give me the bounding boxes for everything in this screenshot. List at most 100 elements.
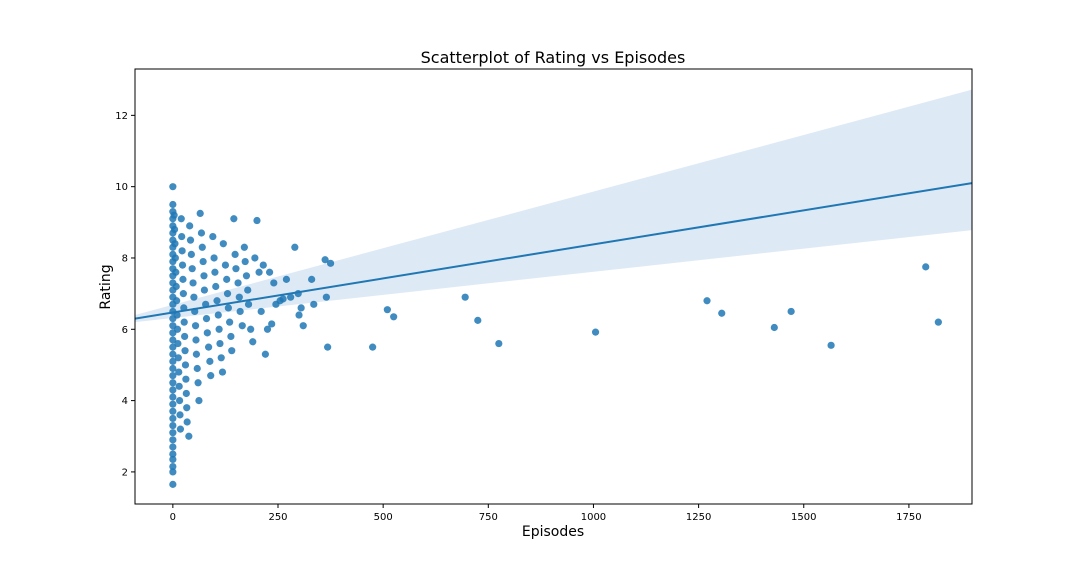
data-point	[182, 389, 190, 398]
data-point	[255, 268, 263, 276]
data-point	[221, 261, 230, 269]
data-point	[249, 338, 257, 346]
y-tick-label: 8	[122, 253, 128, 264]
data-point	[170, 211, 178, 219]
scatter-points	[169, 183, 942, 488]
data-point	[169, 393, 177, 401]
data-point	[169, 468, 177, 476]
plot-frame	[134, 68, 973, 505]
data-point	[251, 254, 259, 262]
data-point	[253, 216, 261, 225]
data-point	[175, 396, 184, 405]
data-point	[192, 350, 201, 358]
data-point	[718, 309, 726, 317]
data-point	[241, 257, 249, 266]
data-point	[257, 307, 265, 316]
data-point	[179, 275, 187, 283]
data-point	[169, 357, 177, 365]
data-point	[922, 263, 930, 271]
data-point	[279, 295, 287, 303]
data-point	[176, 411, 184, 419]
data-point	[591, 328, 600, 336]
data-point	[174, 339, 182, 348]
data-point	[173, 325, 182, 333]
data-point	[231, 250, 239, 259]
data-point	[211, 268, 219, 276]
y-axis-label: Rating	[98, 264, 114, 309]
data-point	[169, 421, 177, 430]
data-point	[235, 293, 243, 301]
data-point	[297, 304, 305, 312]
data-point	[183, 404, 191, 412]
data-point	[223, 290, 232, 298]
data-point	[263, 325, 272, 333]
data-point	[827, 341, 835, 349]
data-point	[247, 325, 255, 333]
data-point	[180, 318, 188, 326]
x-tick-label: 0	[170, 512, 176, 523]
y-tick-label: 12	[115, 111, 128, 122]
data-point	[224, 304, 232, 312]
data-point	[190, 293, 198, 301]
data-point	[214, 311, 222, 319]
data-point	[322, 293, 330, 301]
data-point	[206, 357, 214, 365]
x-tick-label: 1250	[686, 512, 711, 523]
data-point	[169, 372, 177, 380]
regression-line	[135, 182, 972, 320]
data-point	[191, 322, 200, 330]
y-tick-label: 10	[115, 182, 128, 193]
data-point	[291, 243, 299, 251]
data-point	[244, 286, 252, 294]
data-point	[287, 293, 295, 301]
data-point	[171, 254, 179, 262]
data-point	[169, 200, 177, 209]
data-point	[261, 350, 269, 358]
data-point	[495, 339, 503, 348]
data-point	[178, 247, 186, 255]
data-point	[181, 347, 189, 355]
data-point	[205, 343, 213, 351]
data-point	[230, 215, 238, 223]
data-point	[198, 243, 206, 251]
x-axis-label: Episodes	[522, 524, 584, 540]
x-tick-label: 1000	[581, 512, 606, 523]
data-point	[172, 268, 180, 276]
data-point	[172, 282, 180, 291]
data-point	[308, 275, 316, 283]
data-point	[169, 462, 177, 471]
data-point	[240, 243, 248, 251]
data-point	[236, 307, 244, 316]
data-point	[197, 229, 206, 237]
data-point	[203, 329, 211, 337]
data-point	[461, 293, 469, 301]
data-point	[195, 396, 203, 405]
data-point	[217, 354, 225, 362]
x-tick-label: 750	[479, 512, 498, 523]
x-tick-label: 1750	[896, 512, 921, 523]
data-point	[175, 382, 183, 390]
data-point	[173, 297, 181, 305]
data-point	[244, 300, 253, 308]
data-point	[227, 332, 235, 341]
data-point	[282, 275, 291, 283]
data-point	[259, 261, 267, 269]
data-point	[179, 290, 187, 298]
y-axis: 2 4 6 8 10 12	[115, 111, 135, 478]
data-point	[295, 311, 303, 319]
data-point	[770, 323, 778, 332]
data-point	[182, 375, 190, 383]
data-point	[383, 306, 391, 314]
x-axis: 0 250 500 750 1000 1250 1500 1750	[170, 504, 922, 523]
data-point	[193, 364, 201, 373]
data-point	[209, 232, 217, 241]
data-point	[200, 286, 208, 294]
data-point	[223, 275, 231, 283]
confidence-band	[135, 89, 972, 323]
data-point	[787, 307, 795, 316]
y-tick-label: 2	[122, 467, 128, 478]
data-point	[265, 268, 274, 276]
data-point	[210, 254, 218, 262]
data-point	[310, 300, 318, 308]
